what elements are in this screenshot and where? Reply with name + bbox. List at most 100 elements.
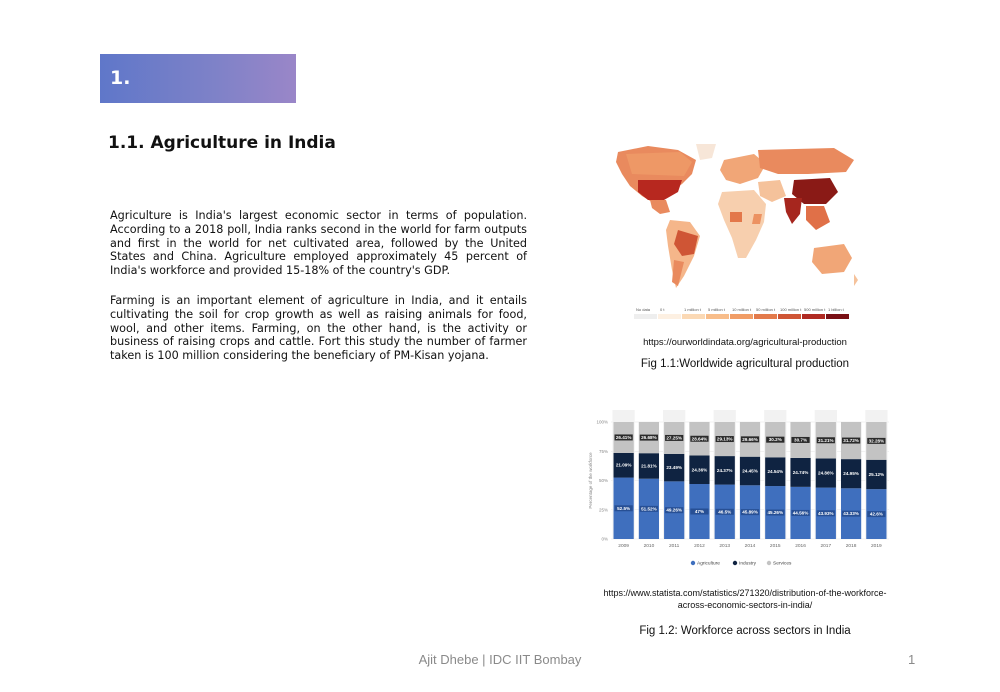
y-tick-label: 50%: [599, 478, 608, 483]
bar-industry: [689, 455, 710, 485]
bar-industry: [840, 459, 862, 489]
data-label-box: [665, 507, 684, 514]
figure2-caption: Fig 1.2: Workforce across sectors in Ind…: [639, 625, 851, 637]
data-label: 28.64%: [692, 436, 708, 441]
data-label: 23.49%: [666, 465, 682, 470]
bar-industry: [815, 458, 836, 488]
map-mexico: [650, 200, 670, 214]
x-tick-label: 2018: [846, 543, 857, 549]
footer-author: Ajit Dhebe | IDC IIT Bombay: [418, 652, 582, 667]
map-legend-label: No data: [636, 307, 651, 312]
data-label: 25.12%: [869, 472, 885, 477]
map-argentina: [672, 260, 684, 286]
data-label: 29.66%: [742, 437, 758, 442]
map-legend-swatch: [826, 314, 849, 319]
map-russia: [758, 148, 854, 174]
data-label-box: [816, 510, 835, 517]
map-legend-swatch: [730, 314, 753, 319]
map-legend-label: 10 million t: [732, 307, 752, 312]
data-label-box: [614, 434, 633, 441]
x-tick-label: 2019: [871, 543, 882, 549]
y-tick-label: 25%: [599, 507, 608, 512]
map-southeast-asia: [806, 206, 830, 230]
data-label: 47%: [695, 509, 704, 514]
x-tick-label: 2012: [694, 543, 705, 549]
figure1-caption: Fig 1.1:Worldwide agricultural productio…: [640, 358, 850, 370]
legend-marker-agriculture: [690, 560, 696, 566]
figure1-source[interactable]: https://ourworldindata.org/agricultural-…: [643, 337, 847, 348]
data-label: 31.21%: [818, 438, 834, 443]
data-label: 43.93%: [818, 511, 834, 516]
data-label-box: [639, 434, 659, 441]
bar-industry: [790, 457, 811, 487]
map-legend-swatch: [682, 314, 705, 319]
data-label: 30.2%: [769, 437, 782, 442]
data-label: 51.52%: [641, 506, 657, 511]
data-label: 43.33%: [843, 511, 859, 516]
map-legend: No data 0 t 1 million t 5 million t 10 milli…: [634, 307, 849, 319]
bar-industry: [765, 457, 786, 487]
data-label-box: [766, 509, 785, 516]
x-tick-label: 2016: [795, 543, 806, 549]
data-label-box: [791, 509, 810, 516]
data-label: 44.56%: [793, 510, 809, 515]
data-label-box: [639, 505, 659, 512]
data-label: 24.54%: [767, 469, 783, 474]
data-label-box: [867, 511, 886, 518]
map-legend-swatch: [658, 314, 681, 319]
data-label: 21.81%: [641, 463, 657, 468]
data-label-box: [841, 510, 861, 517]
data-label-box: [841, 437, 861, 444]
data-label: 31.72%: [843, 438, 859, 443]
data-label: 24.86%: [818, 471, 834, 476]
map-legend-swatch: [778, 314, 801, 319]
data-label-box: [766, 436, 785, 443]
map-china: [792, 178, 838, 204]
figure2-source[interactable]: https://www.statista.com/statistics/2713…: [603, 588, 887, 610]
legend-marker-industry: [732, 560, 738, 566]
data-label: 24.74%: [793, 470, 809, 475]
workforce-stacked-bar-chart: Percentage of the workforce 0% 25% 50% 75% 10…: [588, 410, 889, 567]
data-label: 24.36%: [692, 467, 708, 472]
y-tick-label: 75%: [599, 449, 608, 454]
data-label: 30.7%: [794, 437, 807, 442]
data-label: 26.68%: [641, 435, 657, 440]
map-legend-swatch: [706, 314, 729, 319]
bar-industry: [664, 453, 685, 482]
map-legend-swatch: [754, 314, 777, 319]
data-label: 42.6%: [870, 512, 883, 517]
bar-industry: [714, 456, 735, 485]
data-label: 29.13%: [717, 437, 733, 442]
data-label: 24.95%: [843, 471, 859, 476]
map-europe: [720, 154, 766, 184]
legend-label-industry: Industry: [739, 561, 757, 567]
bar-industry: [866, 459, 887, 490]
x-tick-label: 2009: [618, 543, 629, 549]
map-india: [784, 198, 802, 224]
legend-label-services: Services: [773, 561, 792, 567]
y-tick-label: 100%: [596, 420, 608, 425]
bar-industry: [613, 452, 634, 478]
bar-industry: [638, 453, 660, 479]
data-label-box: [690, 508, 709, 515]
x-tick-label: 2010: [644, 543, 655, 549]
x-tick-label: 2014: [745, 543, 756, 549]
map-legend-label: 500 million t: [804, 307, 826, 312]
map-legend-label: 5 million t: [708, 307, 726, 312]
map-ethiopia: [752, 214, 762, 224]
map-middle-east: [758, 180, 786, 202]
map-nz: [854, 274, 858, 286]
data-label-box: [690, 435, 709, 442]
data-label-box: [867, 437, 886, 444]
x-tick-label: 2015: [770, 543, 781, 549]
map-legend-label: 1 billion t: [828, 307, 845, 312]
data-label: 46.5%: [718, 509, 731, 514]
paragraph-agriculture-economy: Agriculture is India's largest economic …: [110, 209, 527, 278]
data-label: 45.26%: [767, 510, 783, 515]
map-usa: [638, 180, 682, 200]
map-legend-swatch: [802, 314, 825, 319]
y-tick-label: 0%: [601, 537, 608, 542]
data-label-box: [740, 509, 760, 516]
page-number: 1: [908, 652, 916, 667]
x-tick-label: 2017: [820, 543, 831, 549]
